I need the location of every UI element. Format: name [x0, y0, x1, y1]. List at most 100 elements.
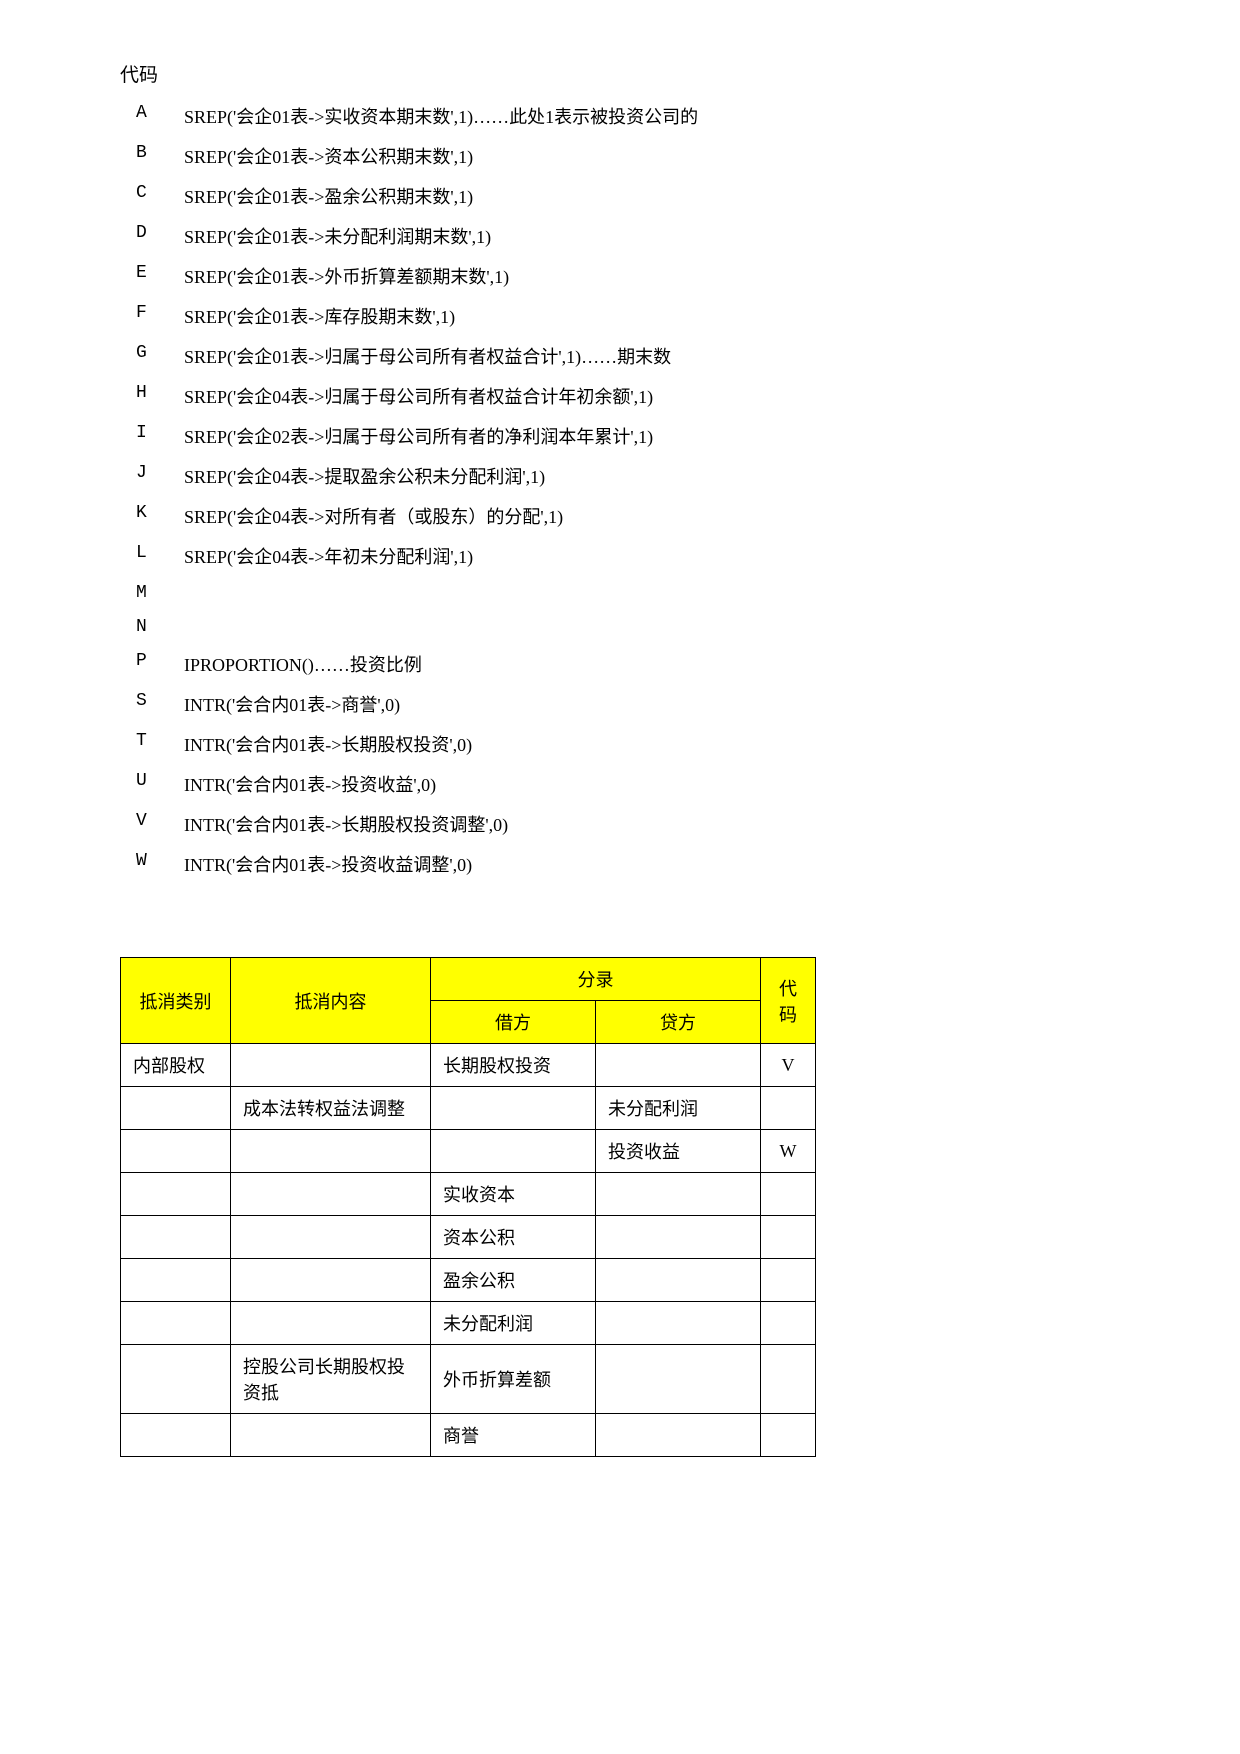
header-entry: 分录	[431, 958, 761, 1001]
cell-category	[121, 1259, 231, 1302]
cell-content	[231, 1216, 431, 1259]
code-desc: INTR('会合内01表->投资收益',0)	[184, 771, 436, 797]
code-desc: SREP('会企04表->年初未分配利润',1)	[184, 543, 473, 569]
code-letter: V	[136, 811, 184, 837]
code-letter: A	[136, 103, 184, 129]
code-desc: SREP('会企04表->对所有者（或股东）的分配',1)	[184, 503, 563, 529]
code-letter: M	[136, 583, 184, 603]
code-row: UINTR('会合内01表->投资收益',0)	[136, 771, 1240, 797]
code-letter: F	[136, 303, 184, 329]
code-desc: IPROPORTION()……投资比例	[184, 651, 422, 677]
cell-code	[761, 1216, 816, 1259]
code-letter: T	[136, 731, 184, 757]
cell-debit: 未分配利润	[431, 1302, 596, 1345]
elimination-table: 抵消类别 抵消内容 分录 代码 借方 贷方 内部股权长期股权投资V成本法转权益法…	[120, 957, 816, 1457]
code-list: ASREP('会企01表->实收资本期末数',1)……此处1表示被投资公司的BS…	[136, 103, 1240, 877]
code-row: ASREP('会企01表->实收资本期末数',1)……此处1表示被投资公司的	[136, 103, 1240, 129]
code-desc: SREP('会企01表->实收资本期末数',1)……此处1表示被投资公司的	[184, 103, 698, 129]
cell-content	[231, 1173, 431, 1216]
cell-code	[761, 1302, 816, 1345]
code-letter: J	[136, 463, 184, 489]
code-row: M	[136, 583, 1240, 603]
code-row: WINTR('会合内01表->投资收益调整',0)	[136, 851, 1240, 877]
table-row: 投资收益W	[121, 1130, 816, 1173]
code-letter: H	[136, 383, 184, 409]
cell-content: 控股公司长期股权投资抵	[231, 1345, 431, 1414]
code-letter: W	[136, 851, 184, 877]
cell-code	[761, 1087, 816, 1130]
table-row: 未分配利润	[121, 1302, 816, 1345]
code-desc: SREP('会企01表->未分配利润期末数',1)	[184, 223, 491, 249]
code-row: KSREP('会企04表->对所有者（或股东）的分配',1)	[136, 503, 1240, 529]
cell-category: 内部股权	[121, 1044, 231, 1087]
cell-content	[231, 1259, 431, 1302]
code-row: BSREP('会企01表->资本公积期末数',1)	[136, 143, 1240, 169]
table-row: 实收资本	[121, 1173, 816, 1216]
code-row: DSREP('会企01表->未分配利润期末数',1)	[136, 223, 1240, 249]
code-row: SINTR('会合内01表->商誉',0)	[136, 691, 1240, 717]
code-row: ISREP('会企02表->归属于母公司所有者的净利润本年累计',1)	[136, 423, 1240, 449]
code-desc: INTR('会合内01表->长期股权投资调整',0)	[184, 811, 508, 837]
code-row: ESREP('会企01表->外币折算差额期末数',1)	[136, 263, 1240, 289]
cell-credit: 投资收益	[596, 1130, 761, 1173]
code-row: HSREP('会企04表->归属于母公司所有者权益合计年初余额',1)	[136, 383, 1240, 409]
cell-code: W	[761, 1130, 816, 1173]
code-letter: U	[136, 771, 184, 797]
cell-content	[231, 1414, 431, 1457]
cell-debit: 长期股权投资	[431, 1044, 596, 1087]
cell-category	[121, 1345, 231, 1414]
code-desc: SREP('会企04表->提取盈余公积未分配利润',1)	[184, 463, 545, 489]
cell-debit	[431, 1130, 596, 1173]
cell-debit: 盈余公积	[431, 1259, 596, 1302]
header-content: 抵消内容	[231, 958, 431, 1044]
cell-debit: 实收资本	[431, 1173, 596, 1216]
code-row: JSREP('会企04表->提取盈余公积未分配利润',1)	[136, 463, 1240, 489]
code-desc: SREP('会企01表->盈余公积期末数',1)	[184, 183, 473, 209]
code-row: PIPROPORTION()……投资比例	[136, 651, 1240, 677]
code-row: VINTR('会合内01表->长期股权投资调整',0)	[136, 811, 1240, 837]
cell-credit	[596, 1216, 761, 1259]
header-code: 代码	[761, 958, 816, 1044]
cell-content	[231, 1130, 431, 1173]
cell-credit	[596, 1173, 761, 1216]
code-desc: INTR('会合内01表->长期股权投资',0)	[184, 731, 472, 757]
section-title: 代码	[120, 60, 1240, 87]
header-category: 抵消类别	[121, 958, 231, 1044]
code-letter: C	[136, 183, 184, 209]
table-row: 内部股权长期股权投资V	[121, 1044, 816, 1087]
code-desc: SREP('会企01表->外币折算差额期末数',1)	[184, 263, 509, 289]
cell-code	[761, 1173, 816, 1216]
code-row: LSREP('会企04表->年初未分配利润',1)	[136, 543, 1240, 569]
cell-category	[121, 1130, 231, 1173]
code-letter: P	[136, 651, 184, 677]
cell-credit	[596, 1302, 761, 1345]
table-row: 资本公积	[121, 1216, 816, 1259]
cell-debit: 资本公积	[431, 1216, 596, 1259]
code-letter: K	[136, 503, 184, 529]
table-row: 盈余公积	[121, 1259, 816, 1302]
cell-credit	[596, 1044, 761, 1087]
code-letter: B	[136, 143, 184, 169]
cell-category	[121, 1087, 231, 1130]
table-row: 商誉	[121, 1414, 816, 1457]
cell-credit: 未分配利润	[596, 1087, 761, 1130]
cell-code	[761, 1259, 816, 1302]
code-desc: SREP('会企02表->归属于母公司所有者的净利润本年累计',1)	[184, 423, 653, 449]
cell-content	[231, 1044, 431, 1087]
cell-code	[761, 1345, 816, 1414]
cell-credit	[596, 1414, 761, 1457]
cell-category	[121, 1414, 231, 1457]
code-letter: N	[136, 617, 184, 637]
cell-content: 成本法转权益法调整	[231, 1087, 431, 1130]
code-letter: I	[136, 423, 184, 449]
cell-debit	[431, 1087, 596, 1130]
code-row: N	[136, 617, 1240, 637]
cell-credit	[596, 1259, 761, 1302]
code-desc: SREP('会企01表->归属于母公司所有者权益合计',1)……期末数	[184, 343, 671, 369]
code-letter: S	[136, 691, 184, 717]
cell-credit	[596, 1345, 761, 1414]
table-row: 成本法转权益法调整 未分配利润	[121, 1087, 816, 1130]
code-letter: L	[136, 543, 184, 569]
code-desc: INTR('会合内01表->投资收益调整',0)	[184, 851, 472, 877]
cell-code	[761, 1414, 816, 1457]
